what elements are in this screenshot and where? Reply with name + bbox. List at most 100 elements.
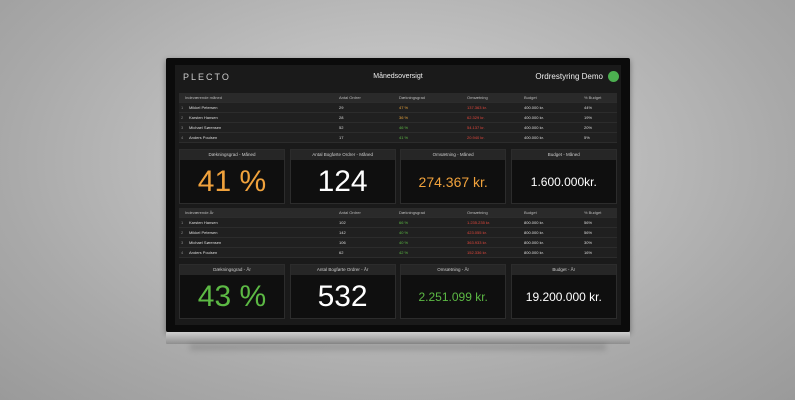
rank: 3 bbox=[181, 125, 184, 130]
column-header: Dækningsgrad bbox=[399, 95, 426, 100]
budget: 400.000 kr. bbox=[524, 135, 544, 140]
kpi-label: Budget - Måned bbox=[511, 150, 616, 160]
budget-pct: 19% bbox=[584, 115, 593, 120]
column-header: Budget bbox=[524, 210, 537, 215]
name: Anders Poulsen bbox=[189, 135, 218, 140]
budget: 800.000 kr. bbox=[524, 250, 544, 255]
logo: PLECTO bbox=[183, 72, 231, 82]
kpi-card: Omsætning - Måned 274.367 kr. bbox=[400, 149, 507, 204]
kpi-label: Omsætning - År bbox=[401, 265, 506, 275]
revenue: 363.933 kr. bbox=[467, 240, 487, 245]
kpi-label: Antal Bogførte Ordrer - Måned bbox=[290, 150, 395, 160]
dashboard: PLECTO Månedsoversigt Ordrestyring Demo … bbox=[175, 65, 621, 325]
stand bbox=[166, 332, 630, 344]
name: Anders Poulsen bbox=[189, 250, 218, 255]
kpi-card: Budget - Måned 1.600.000kr. bbox=[510, 149, 617, 204]
budget: 800.000 kr. bbox=[524, 240, 544, 245]
budget-pct: 30% bbox=[584, 240, 593, 245]
margin: 42 % bbox=[399, 250, 409, 255]
margin: 47 % bbox=[399, 105, 409, 110]
column-header: Antal Ordrer bbox=[339, 95, 361, 100]
column-header: Dækningsgrad bbox=[399, 210, 426, 215]
kpi-label: Budget - År bbox=[511, 265, 616, 275]
table-row: 2 Karsten Hansen 28 36 % 62.329 kr. 400.000 k… bbox=[179, 113, 617, 123]
column-header: % Budget bbox=[584, 95, 602, 100]
table-row: 2 Mikkel Petersen 142 40 % 423.055 kr. 800.00… bbox=[179, 228, 617, 238]
kpi-value: 274.367 kr. bbox=[418, 174, 488, 190]
header-row: Indeværende måned Antal Ordrer Dækningsgra… bbox=[179, 93, 617, 103]
kpi-label: Dækningsgrad - Måned bbox=[180, 150, 284, 160]
orders: 142 bbox=[339, 230, 346, 235]
rank: 4 bbox=[181, 135, 184, 140]
orders: 28 bbox=[339, 115, 344, 120]
revenue: 137.363 kr. bbox=[467, 105, 487, 110]
rank: 2 bbox=[181, 115, 184, 120]
budget-pct: 44% bbox=[584, 105, 593, 110]
rank: 2 bbox=[181, 230, 184, 235]
rank: 3 bbox=[181, 240, 184, 245]
tv: PLECTO Månedsoversigt Ordrestyring Demo … bbox=[166, 58, 630, 332]
header-row: Indeværende År Antal Ordrer Dækningsgrad Om… bbox=[179, 208, 617, 218]
revenue: 62.329 kr. bbox=[467, 115, 485, 120]
column-header: Antal Ordrer bbox=[339, 210, 361, 215]
kpi-card: Antal Bogførte Ordrer - År 532 bbox=[289, 264, 396, 319]
table-row: 4 Anders Poulsen 17 41 % 20.940 kr. 400.000 k… bbox=[179, 133, 617, 143]
table-row: 3 Michael Sørensen 52 46 % 54.137 kr. 400.000… bbox=[179, 123, 617, 133]
kpi-label: Omsætning - Måned bbox=[401, 150, 506, 160]
margin: 36 % bbox=[399, 115, 409, 120]
kpi-row: Dækningsgrad - År 43 % Antal Bogførte Ordr… bbox=[179, 264, 617, 319]
table: Indeværende År Antal Ordrer Dækningsgrad Om… bbox=[179, 208, 617, 258]
kpi-label: Dækningsgrad - År bbox=[180, 265, 284, 275]
kpi-value: 532 bbox=[317, 280, 368, 313]
kpi-label: Antal Bogførte Ordrer - År bbox=[290, 265, 395, 275]
status-dot bbox=[608, 71, 619, 82]
kpi-value: 19.200.000 kr. bbox=[525, 290, 602, 304]
kpi-card: Dækningsgrad - Måned 41 % bbox=[179, 149, 285, 204]
orders: 29 bbox=[339, 105, 344, 110]
kpi-value: 41 % bbox=[197, 165, 267, 198]
table-row: 3 Michael Sørensen 106 40 % 363.933 kr. 800.0… bbox=[179, 238, 617, 248]
budget-pct: 56% bbox=[584, 230, 593, 235]
revenue: 20.940 kr. bbox=[467, 135, 485, 140]
budget-pct: 20% bbox=[584, 125, 593, 130]
name: Michael Sørensen bbox=[189, 240, 222, 245]
name: Mikkel Petersen bbox=[189, 105, 218, 110]
revenue: 152.336 kr. bbox=[467, 250, 487, 255]
margin: 66 % bbox=[399, 220, 409, 225]
name: Karsten Hansen bbox=[189, 115, 218, 120]
revenue: 1.235.235 kr. bbox=[467, 220, 491, 225]
orders: 17 bbox=[339, 135, 344, 140]
column-header: % Budget bbox=[584, 210, 602, 215]
budget: 400.000 kr. bbox=[524, 125, 544, 130]
demo-name: Ordrestyring Demo bbox=[535, 72, 603, 81]
budget-pct: 16% bbox=[584, 250, 593, 255]
dashboard-title: Månedsoversigt bbox=[373, 73, 423, 80]
kpi-value: 2.251.099 kr. bbox=[418, 290, 488, 304]
rank: 1 bbox=[181, 105, 184, 110]
budget: 800.000 kr. bbox=[524, 230, 544, 235]
kpi-card: Budget - År 19.200.000 kr. bbox=[510, 264, 617, 319]
rank: 4 bbox=[181, 250, 184, 255]
margin: 40 % bbox=[399, 230, 409, 235]
orders: 106 bbox=[339, 240, 346, 245]
kpi-card: Antal Bogførte Ordrer - Måned 124 bbox=[289, 149, 396, 204]
table-row: 1 Mikkel Petersen 29 47 % 137.363 kr. 400.000… bbox=[179, 103, 617, 113]
kpi-value: 1.600.000kr. bbox=[530, 175, 597, 189]
kpi-row: Dækningsgrad - Måned 41 % Antal Bogførte O… bbox=[179, 149, 617, 204]
kpi-card: Dækningsgrad - År 43 % bbox=[179, 264, 285, 319]
revenue: 54.137 kr. bbox=[467, 125, 485, 130]
column-header: Omsætning bbox=[467, 210, 488, 215]
orders: 62 bbox=[339, 250, 344, 255]
kpi-card: Omsætning - År 2.251.099 kr. bbox=[400, 264, 507, 319]
budget: 400.000 kr. bbox=[524, 115, 544, 120]
column-header: Budget bbox=[524, 95, 537, 100]
revenue: 423.055 kr. bbox=[467, 230, 487, 235]
column-header: Indeværende År bbox=[185, 210, 214, 215]
table: Indeværende måned Antal Ordrer Dækningsgra… bbox=[179, 93, 617, 143]
orders: 52 bbox=[339, 125, 344, 130]
name: Mikkel Petersen bbox=[189, 230, 218, 235]
name: Michael Sørensen bbox=[189, 125, 222, 130]
table-row: 4 Anders Poulsen 62 42 % 152.336 kr. 800.000 … bbox=[179, 248, 617, 258]
orders: 102 bbox=[339, 220, 346, 225]
